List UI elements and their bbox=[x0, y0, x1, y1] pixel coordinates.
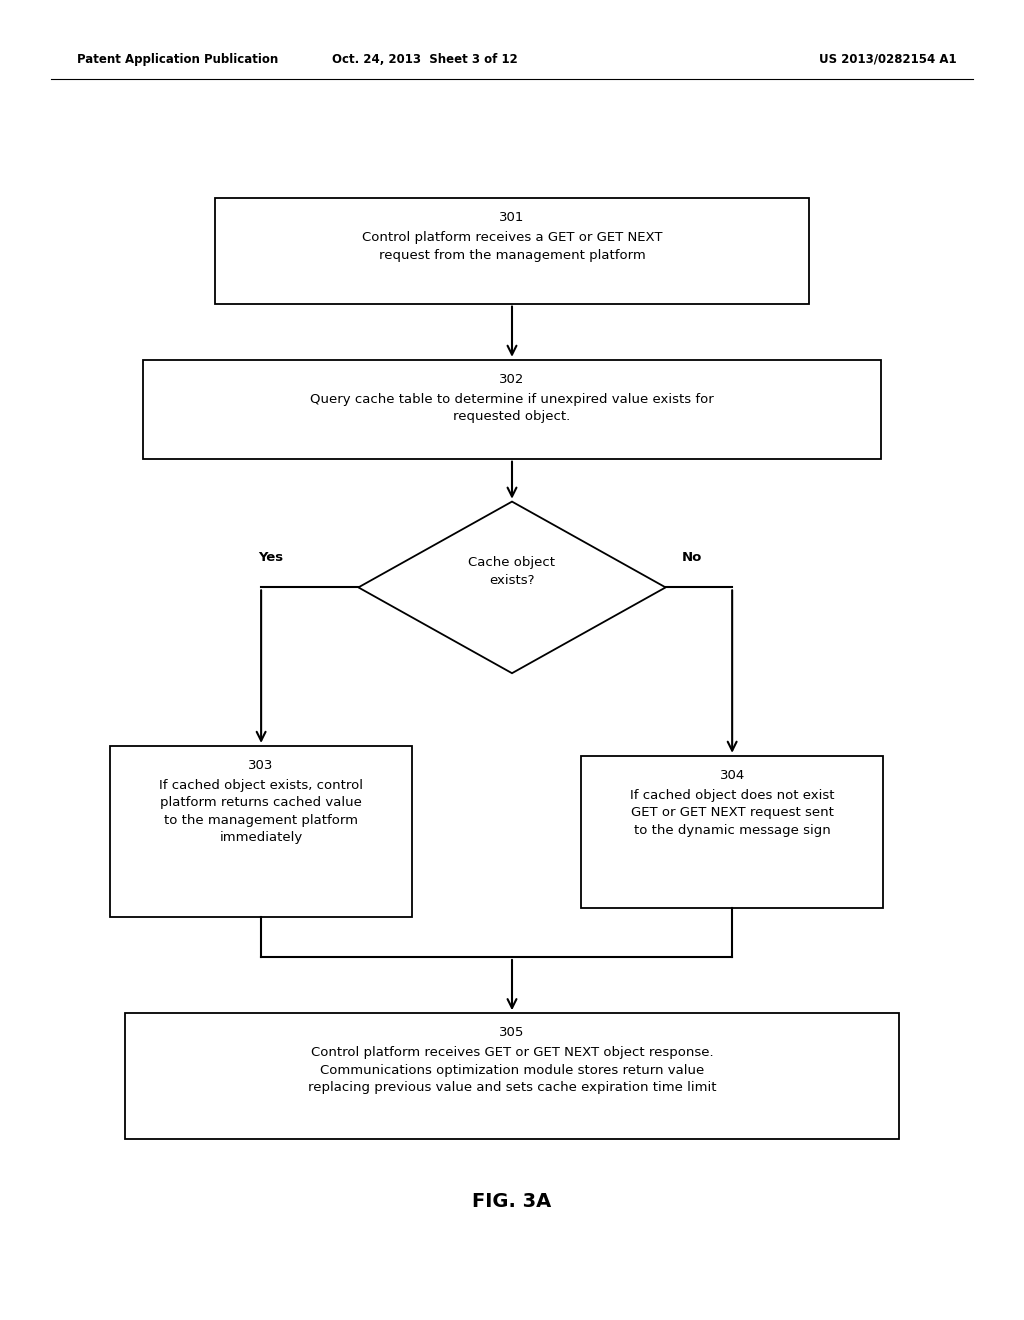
Text: 304: 304 bbox=[720, 768, 744, 781]
Text: Oct. 24, 2013  Sheet 3 of 12: Oct. 24, 2013 Sheet 3 of 12 bbox=[332, 53, 518, 66]
Bar bbox=[125, 1014, 899, 1138]
Bar bbox=[215, 198, 809, 304]
Text: 305: 305 bbox=[500, 1027, 524, 1039]
Text: Control platform receives GET or GET NEXT object response.
Communications optimi: Control platform receives GET or GET NEX… bbox=[308, 1045, 716, 1094]
Text: US 2013/0282154 A1: US 2013/0282154 A1 bbox=[819, 53, 956, 66]
Text: No: No bbox=[682, 550, 702, 564]
Text: Cache object
exists?: Cache object exists? bbox=[469, 556, 555, 587]
Text: Control platform receives a GET or GET NEXT
request from the management platform: Control platform receives a GET or GET N… bbox=[361, 231, 663, 261]
Text: 301: 301 bbox=[500, 211, 524, 224]
Bar bbox=[582, 755, 883, 908]
Text: Query cache table to determine if unexpired value exists for
requested object.: Query cache table to determine if unexpi… bbox=[310, 393, 714, 424]
Bar bbox=[111, 746, 412, 917]
Text: If cached object exists, control
platform returns cached value
to the management: If cached object exists, control platfor… bbox=[159, 779, 364, 845]
Text: Yes: Yes bbox=[258, 550, 284, 564]
Text: FIG. 3A: FIG. 3A bbox=[472, 1192, 552, 1210]
Polygon shape bbox=[358, 502, 666, 673]
Text: If cached object does not exist
GET or GET NEXT request sent
to the dynamic mess: If cached object does not exist GET or G… bbox=[630, 789, 835, 837]
Text: Patent Application Publication: Patent Application Publication bbox=[77, 53, 279, 66]
Text: 302: 302 bbox=[500, 374, 524, 385]
Text: 303: 303 bbox=[249, 759, 273, 772]
Bar bbox=[143, 360, 881, 459]
